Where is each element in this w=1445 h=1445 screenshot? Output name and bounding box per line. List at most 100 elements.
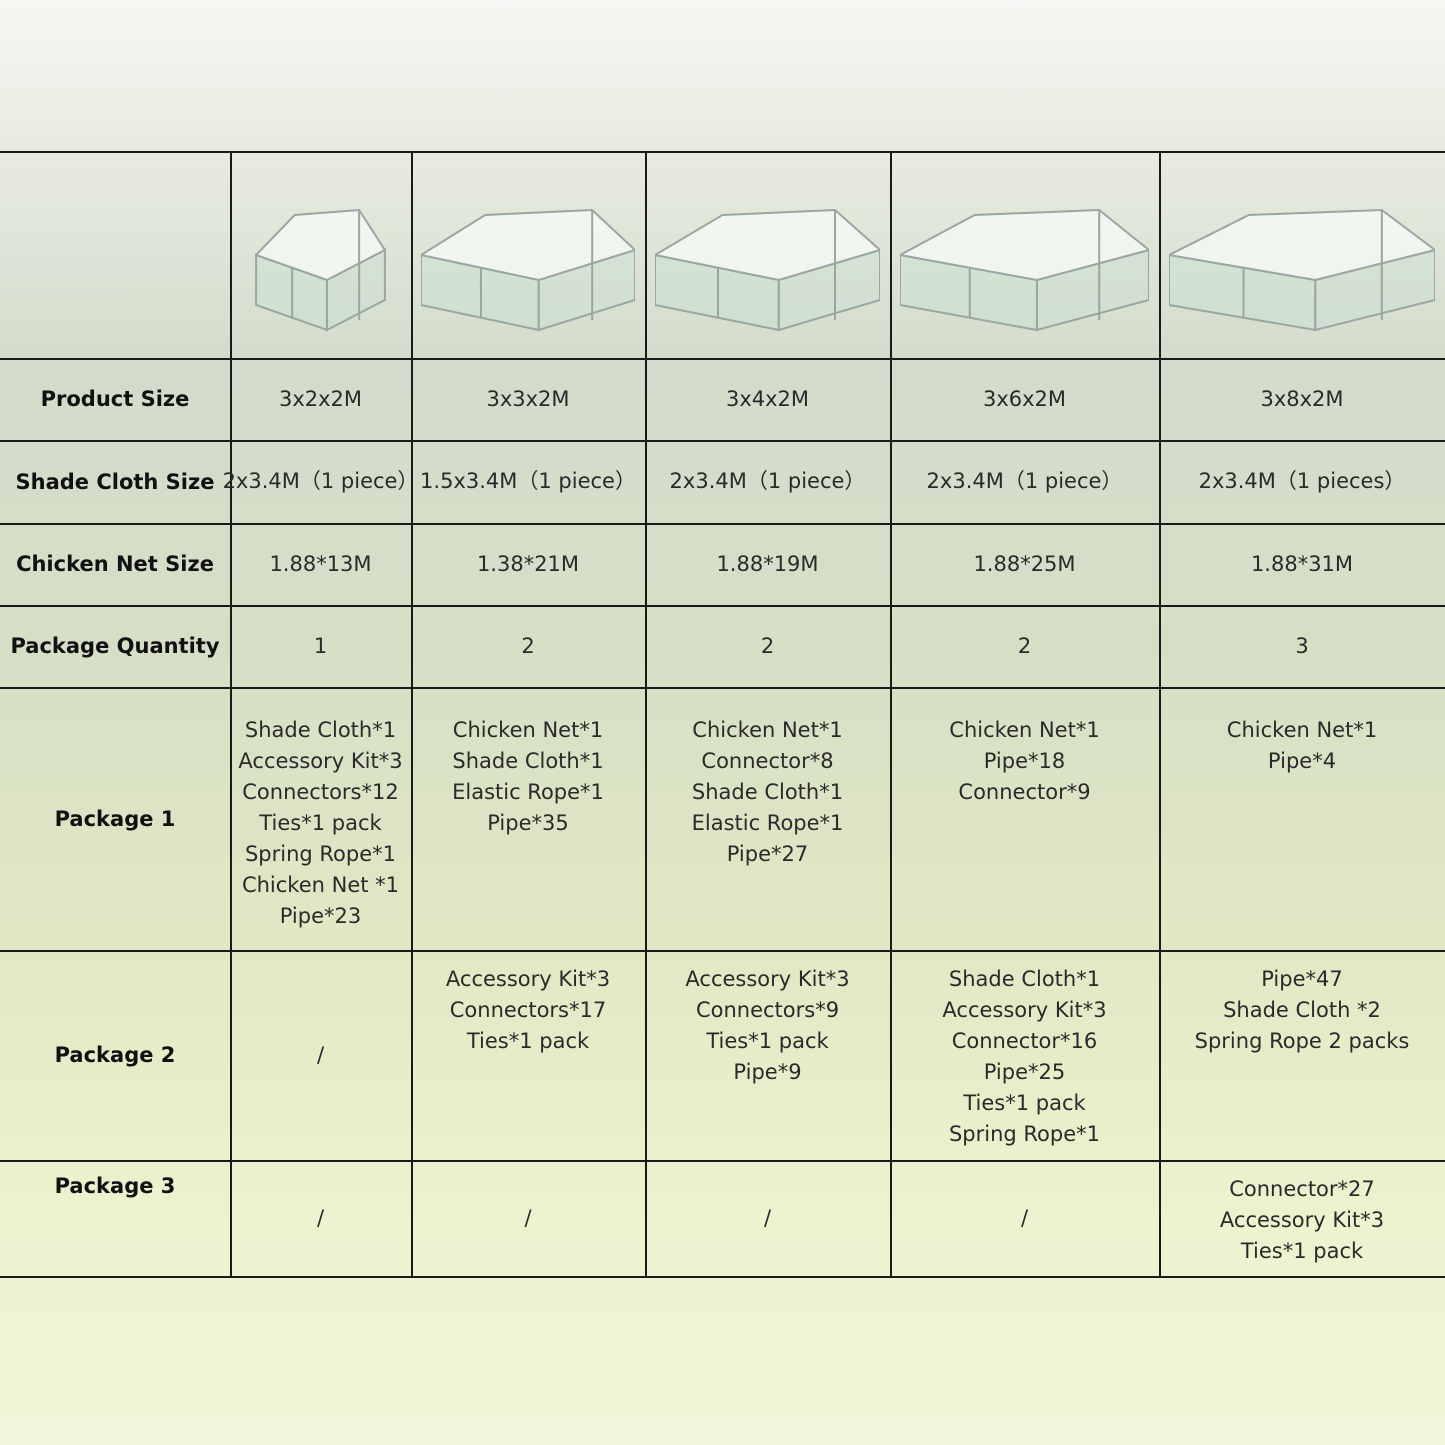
cell-text: 2 (1017, 633, 1032, 658)
cell-text: Ties*1 pack (466, 1029, 590, 1053)
table-cell: 1.88*19M (645, 523, 890, 605)
cell-text: Elastic Rope*1 (691, 811, 844, 835)
table-cell: / (890, 1160, 1159, 1276)
cell-text: Shade Cloth*1 (691, 780, 844, 804)
cell-text: Chicken Net*1 (452, 718, 604, 742)
cell-text: 3x8x2M (1260, 386, 1344, 411)
table-cell: 1.5x3.4M（1 piece） (411, 440, 645, 523)
cell-text: 2 (760, 633, 775, 658)
cell-text: Shade Cloth*1 (244, 718, 397, 742)
label-text: Shade Cloth Size (15, 469, 215, 494)
cell-text: 3 (1295, 633, 1309, 658)
table-cell: / (230, 950, 411, 1160)
table-cell: 1.38*21M (411, 523, 645, 605)
cell-text: 3x6x2M (982, 386, 1067, 411)
cell-text: Accessory Kit*3 (238, 749, 403, 773)
label-text: Product Size (40, 387, 190, 411)
table-cell: 3x6x2M (890, 358, 1159, 440)
table-cell: 3x3x2M (411, 358, 645, 440)
table-cell: 2 (890, 605, 1159, 687)
cell-text: 1.88*13M (269, 551, 372, 576)
table-cell: Accessory Kit*3 Connectors*9 Ties*1 pack Pi… (645, 950, 890, 1160)
cage-image (254, 208, 387, 332)
cell-text: / (763, 1205, 772, 1230)
row-label: Chicken Net Size (0, 523, 230, 605)
cell-text: Chicken Net*1 (949, 718, 1100, 742)
row-label: Package 2 (0, 950, 230, 1160)
table-cell: / (645, 1160, 890, 1276)
cell-text: Spring Rope 2 packs (1194, 1029, 1410, 1053)
label-text: Package 2 (54, 1043, 176, 1067)
row-border (0, 523, 1445, 525)
cell-text: Ties*1 pack (259, 811, 382, 835)
table-cell: Chicken Net*1 Pipe*4 (1159, 687, 1445, 950)
cell-text: Elastic Rope*1 (452, 780, 604, 804)
table-cell: Chicken Net*1 Shade Cloth*1 Elastic Rope*1… (411, 687, 645, 950)
table-cell: 3 (1159, 605, 1445, 687)
row-border (0, 440, 1445, 442)
cell-text: Pipe*4 (1267, 749, 1337, 773)
cell-text: Accessory Kit*3 (1219, 1208, 1385, 1232)
row-label: Package 3 (0, 1160, 230, 1276)
table-cell: 1.88*31M (1159, 523, 1445, 605)
row-border (0, 1276, 1445, 1278)
cell-text: 3x3x2M (486, 386, 570, 411)
cell-text: Spring Rope*1 (948, 1122, 1101, 1146)
cage-image (1169, 208, 1435, 332)
cell-text: Ties*1 pack (963, 1091, 1086, 1115)
cell-text: Accessory Kit*3 (685, 967, 850, 991)
cell-text: Accessory Kit*3 (942, 998, 1107, 1022)
cell-text: Connectors*9 (695, 998, 840, 1022)
cage-image (655, 208, 880, 332)
row-border (0, 151, 1445, 153)
row-label: Product Size (0, 358, 230, 440)
cell-text: Pipe*47 (1261, 967, 1343, 991)
table-cell: 3x2x2M (230, 358, 411, 440)
cell-text: Connectors*12 (242, 780, 399, 804)
cell-text: 2x3.4M（1 pieces） (1198, 469, 1406, 493)
row-border (0, 605, 1445, 607)
table-cell: Chicken Net*1 Pipe*18 Connector*9 (890, 687, 1159, 950)
cell-text: Chicken Net*1 (692, 718, 843, 742)
cell-text: 3x2x2M (278, 386, 363, 411)
cell-text: Chicken Net *1 (241, 873, 400, 897)
cell-text: Connectors*17 (449, 998, 607, 1022)
table-cell: Shade Cloth*1 Accessory Kit*3 Connectors*1… (230, 687, 411, 950)
cell-text: 1.5x3.4M（1 piece） (420, 469, 636, 493)
row-border (0, 687, 1445, 689)
cell-text: 2 (521, 633, 535, 658)
table-cell: 1.88*25M (890, 523, 1159, 605)
table-cell: 1 (230, 605, 411, 687)
row-label: Package Quantity (0, 605, 230, 687)
cell-text: / (524, 1205, 532, 1230)
table-cell: Connector*27 Accessory Kit*3 Ties*1 pack (1159, 1160, 1445, 1276)
cell-text: 1.88*19M (716, 551, 819, 576)
table-cell: 2x3.4M（1 piece） (223, 440, 419, 523)
cell-text: Shade Cloth*1 (452, 749, 604, 773)
cell-text: Shade Cloth*1 (948, 967, 1101, 991)
cell-text: Pipe*27 (726, 842, 809, 866)
cage-image (900, 208, 1149, 332)
table-cell: 3x4x2M (645, 358, 890, 440)
col-border (1159, 151, 1161, 1276)
label-text: Package 3 (54, 1174, 176, 1198)
table-cell: 2x3.4M（1 piece） (645, 440, 890, 523)
cell-text: 1.88*31M (1250, 551, 1354, 576)
col-border (411, 151, 413, 1276)
cell-text: 3x4x2M (725, 386, 810, 411)
label-text: Chicken Net Size (16, 552, 214, 576)
cell-text: Ties*1 pack (1240, 1239, 1364, 1263)
cell-text: 1 (313, 633, 328, 658)
col-border (890, 151, 892, 1276)
table-cell: 3x8x2M (1159, 358, 1445, 440)
table-cell: 2 (645, 605, 890, 687)
table-cell: 2 (411, 605, 645, 687)
table-cell: Shade Cloth*1 Accessory Kit*3 Connector*16… (890, 950, 1159, 1160)
row-border (0, 950, 1445, 952)
table-cell: 2x3.4M（1 piece） (890, 440, 1159, 523)
table-cell: 2x3.4M（1 pieces） (1159, 440, 1445, 523)
cell-text: / (1020, 1205, 1029, 1230)
cell-text: Connector*27 (1229, 1177, 1375, 1201)
table-cell: / (230, 1160, 411, 1276)
